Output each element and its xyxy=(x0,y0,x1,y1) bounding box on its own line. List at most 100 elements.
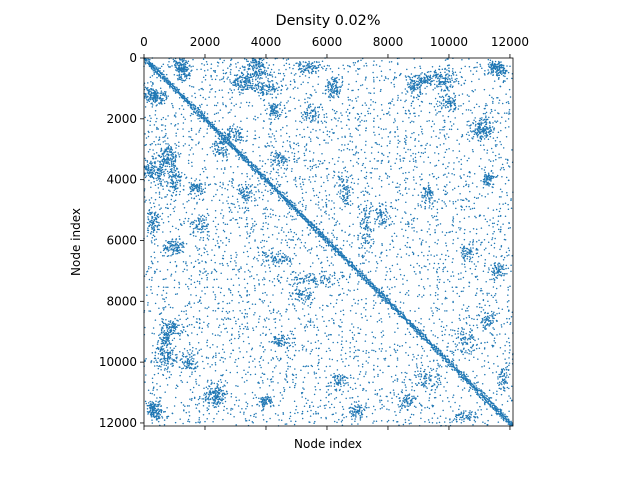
data-point xyxy=(218,129,220,131)
data-point xyxy=(152,172,155,175)
data-point xyxy=(164,181,166,183)
data-point xyxy=(167,324,169,327)
data-point xyxy=(277,251,280,253)
data-point xyxy=(458,376,461,378)
data-point xyxy=(330,85,333,88)
data-point xyxy=(211,402,213,404)
data-point xyxy=(340,179,342,181)
data-point xyxy=(372,209,375,212)
data-point xyxy=(253,59,255,61)
data-point xyxy=(239,93,241,96)
data-point xyxy=(157,352,160,355)
data-point xyxy=(432,202,434,204)
data-point xyxy=(243,158,246,160)
data-point xyxy=(167,146,170,149)
data-point xyxy=(489,132,492,135)
data-point xyxy=(275,112,278,114)
data-point xyxy=(367,229,369,232)
data-point xyxy=(304,301,307,303)
data-point xyxy=(334,78,336,81)
data-point xyxy=(226,392,229,395)
data-point xyxy=(261,83,263,86)
data-point xyxy=(340,197,343,200)
data-point xyxy=(171,353,174,355)
data-point xyxy=(263,85,265,87)
data-point xyxy=(369,221,371,224)
data-point xyxy=(168,351,171,354)
data-point xyxy=(212,398,214,401)
data-point xyxy=(304,216,306,218)
data-point xyxy=(253,89,256,92)
data-point xyxy=(421,92,424,95)
data-point xyxy=(267,80,269,82)
data-point xyxy=(251,166,254,169)
data-point xyxy=(283,338,286,341)
data-point xyxy=(257,168,260,171)
data-point xyxy=(173,189,176,192)
data-point xyxy=(189,188,192,190)
data-point xyxy=(406,83,409,86)
data-point xyxy=(370,230,373,233)
data-point xyxy=(474,125,477,127)
data-point xyxy=(331,84,333,86)
data-point xyxy=(181,246,183,249)
data-point xyxy=(326,280,329,282)
data-point xyxy=(162,245,164,247)
data-point xyxy=(333,90,335,93)
data-point xyxy=(321,60,324,63)
data-point xyxy=(256,72,258,74)
data-point xyxy=(317,66,320,69)
data-point xyxy=(307,69,310,72)
data-point xyxy=(171,244,174,246)
data-point xyxy=(223,384,225,386)
data-point xyxy=(272,263,275,265)
data-point xyxy=(383,212,385,214)
data-point xyxy=(482,112,485,115)
data-point xyxy=(186,97,189,99)
data-point xyxy=(261,254,264,257)
data-point xyxy=(152,222,154,225)
data-point xyxy=(197,194,200,197)
data-point xyxy=(329,286,331,288)
data-point xyxy=(365,233,368,235)
data-point xyxy=(283,343,286,346)
data-point xyxy=(340,191,342,193)
data-point xyxy=(153,226,155,228)
data-point xyxy=(288,283,290,286)
data-point xyxy=(170,194,173,197)
data-point xyxy=(330,88,333,91)
data-point xyxy=(265,70,268,72)
data-point xyxy=(267,78,269,80)
data-point xyxy=(166,153,168,156)
data-point xyxy=(463,378,465,381)
data-point xyxy=(191,188,193,191)
data-point xyxy=(424,192,426,194)
data-point xyxy=(160,77,162,79)
data-point xyxy=(179,350,181,353)
data-point xyxy=(170,363,172,365)
data-point xyxy=(188,100,191,103)
data-point xyxy=(147,174,150,176)
data-point xyxy=(275,87,278,89)
data-point xyxy=(295,279,298,281)
data-point xyxy=(202,398,205,400)
data-point xyxy=(203,392,206,394)
data-point xyxy=(322,274,325,277)
data-point xyxy=(440,85,442,88)
data-point xyxy=(244,157,247,159)
data-point xyxy=(485,115,487,117)
data-point xyxy=(159,208,161,211)
data-point xyxy=(284,256,287,258)
data-point xyxy=(337,281,340,284)
data-point xyxy=(184,360,186,362)
data-point xyxy=(181,367,183,370)
data-point xyxy=(157,183,159,186)
data-point xyxy=(318,228,321,231)
data-point xyxy=(331,78,333,81)
data-point xyxy=(145,175,148,177)
data-point xyxy=(267,67,269,69)
data-point xyxy=(404,88,407,90)
data-point xyxy=(163,357,166,359)
data-point xyxy=(173,59,176,62)
data-point xyxy=(274,114,277,117)
